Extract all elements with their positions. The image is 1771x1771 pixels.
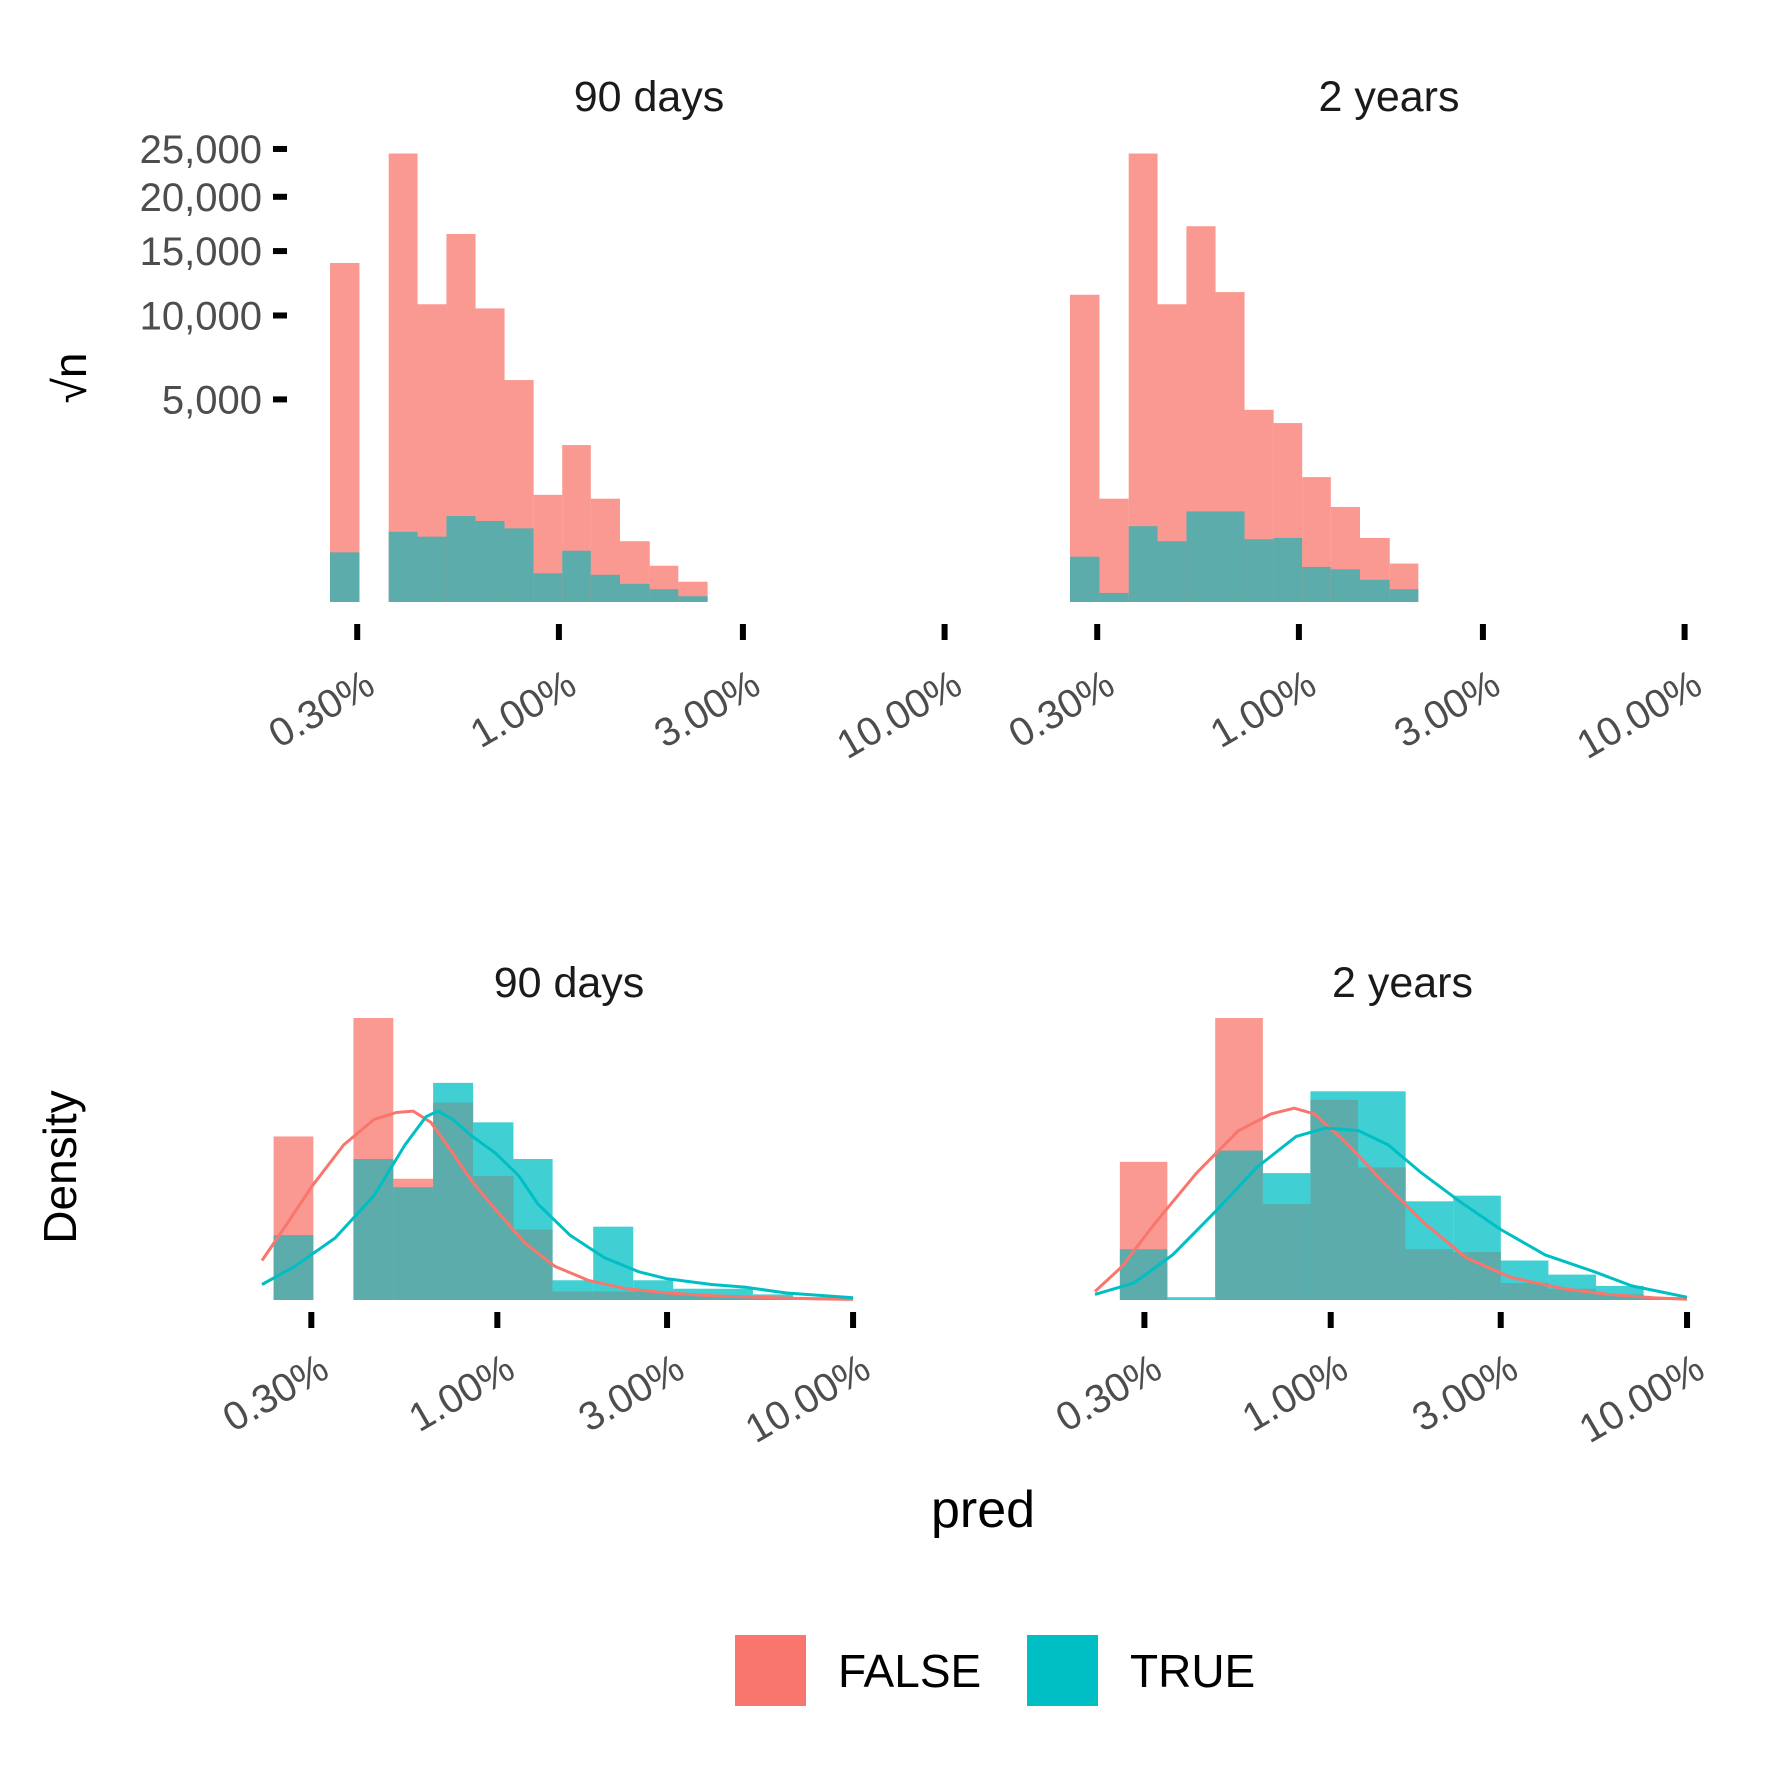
y-tick-label: 15,000 [140, 230, 262, 274]
histogram-bar-overlap [1359, 579, 1390, 602]
x-tick-label: 1.00% [1203, 662, 1323, 757]
density-bar-overlap [513, 1229, 553, 1300]
x-tick-label: 3.00% [571, 1346, 691, 1441]
density-bar-overlap [633, 1291, 674, 1300]
density-bar-overlap [1405, 1249, 1454, 1300]
x-tick-label: 10.00% [1572, 1346, 1711, 1452]
histogram-bar [1099, 498, 1129, 602]
histogram-bar [1070, 294, 1100, 602]
x-tick-label: 3.00% [647, 662, 767, 757]
x-tick-label: 3.00% [1387, 662, 1507, 757]
histogram-bar-overlap [417, 536, 447, 602]
kde-curve-false [1093, 1106, 1688, 1301]
histogram-bar-overlap [388, 531, 418, 602]
histogram-bar-overlap [1128, 526, 1158, 602]
x-tick-label: 10.00% [830, 662, 969, 768]
kde-curve-false [260, 1109, 854, 1301]
histogram-bar-overlap [1273, 537, 1303, 602]
histogram-bar-overlap [562, 550, 591, 602]
x-tick-label: 0.30% [1049, 1346, 1169, 1441]
histogram-bar-overlap [649, 589, 679, 602]
y-axis-title-top: √n [44, 353, 96, 404]
kde-curve-true [1094, 1126, 1688, 1299]
y-tick-label: 10,000 [140, 294, 262, 338]
histogram-bar-overlap [1330, 569, 1360, 602]
histogram-bar-overlap [619, 583, 650, 602]
density-bar-overlap [1262, 1204, 1311, 1300]
x-tick-label: 10.00% [1570, 662, 1709, 768]
legend: FALSE TRUE [735, 1635, 1255, 1706]
legend-label-true: TRUE [1130, 1645, 1255, 1697]
density-bar-overlap [552, 1291, 594, 1300]
histogram-bar-overlap [504, 528, 534, 602]
density-bar [713, 1288, 753, 1300]
histogram-bar-overlap [1070, 556, 1100, 602]
x-tick-label: 0.30% [261, 662, 381, 757]
density-bar-overlap [1500, 1283, 1549, 1300]
x-tick-label: 1.00% [1235, 1346, 1355, 1441]
histogram-bar-overlap [1215, 511, 1245, 602]
legend-key-false [735, 1635, 806, 1706]
density-bar-overlap [593, 1291, 634, 1300]
histogram-bar-overlap [678, 596, 708, 602]
x-tick-label: 0.30% [1001, 662, 1121, 757]
x-tick-label: 3.00% [1405, 1346, 1525, 1441]
x-tick-label: 1.00% [402, 1346, 522, 1441]
histogram-bar [388, 153, 418, 602]
x-tick-label: 10.00% [738, 1346, 877, 1452]
y-tick-label: 25,000 [140, 128, 262, 172]
histogram-bar-overlap [1244, 539, 1274, 602]
density-bar-overlap [393, 1187, 434, 1300]
legend-label-false: FALSE [838, 1645, 981, 1697]
panel-title: 2 years [1318, 73, 1459, 121]
kde-curve-true [261, 1109, 854, 1300]
histogram-bar-overlap [590, 574, 620, 602]
panel-title: 90 days [494, 959, 645, 1007]
panel-title: 90 days [574, 73, 725, 121]
y-tick-label: 5,000 [162, 378, 262, 422]
density-bar-overlap [353, 1159, 394, 1300]
top-left-panel: 90 days 0.30% 1.00% 3.00% 10.00% 5,000 10,000 1… [140, 73, 969, 768]
top-right-panel: 2 years 0.30% 1.00% 3.00% 10.00% [1001, 73, 1709, 768]
density-bar [1167, 1297, 1216, 1300]
density-bar-overlap [1215, 1150, 1263, 1300]
y-axis-title-bottom: Density [34, 1090, 86, 1243]
density-bar-overlap [1596, 1294, 1644, 1300]
x-tick-label: 1.00% [463, 662, 583, 757]
density-bar-overlap [673, 1294, 714, 1300]
density-bar-overlap [1358, 1167, 1406, 1300]
histogram-bar-overlap [1157, 541, 1187, 602]
histogram-bar-overlap [446, 516, 476, 602]
density-bar-overlap [1453, 1252, 1501, 1300]
histogram-bar [330, 262, 360, 602]
density-bar-overlap [752, 1298, 794, 1300]
histogram-bar-overlap [1099, 592, 1129, 602]
histogram-bar-overlap [1186, 511, 1216, 602]
histogram-bar-overlap [330, 552, 360, 602]
density-bar-overlap [473, 1175, 514, 1300]
histogram-bar-overlap [533, 573, 563, 602]
bottom-left-panel: 90 days 0.30% 1.00% 3.00% 10.00% [216, 959, 878, 1452]
density-bar-overlap [1548, 1288, 1597, 1300]
panel-title: 2 years [1332, 959, 1473, 1007]
histogram-bar-overlap [475, 520, 505, 602]
histogram-bar-overlap [1302, 566, 1331, 602]
histogram-bar-overlap [1389, 589, 1419, 602]
y-tick-label: 20,000 [140, 176, 262, 220]
legend-key-true [1027, 1635, 1098, 1706]
x-tick-label: 0.30% [216, 1346, 336, 1441]
density-bar-overlap [713, 1297, 753, 1300]
bottom-right-panel: 2 years 0.30% 1.00% 3.00% 10.00% [1049, 959, 1712, 1452]
x-axis-title: pred [931, 1481, 1035, 1539]
